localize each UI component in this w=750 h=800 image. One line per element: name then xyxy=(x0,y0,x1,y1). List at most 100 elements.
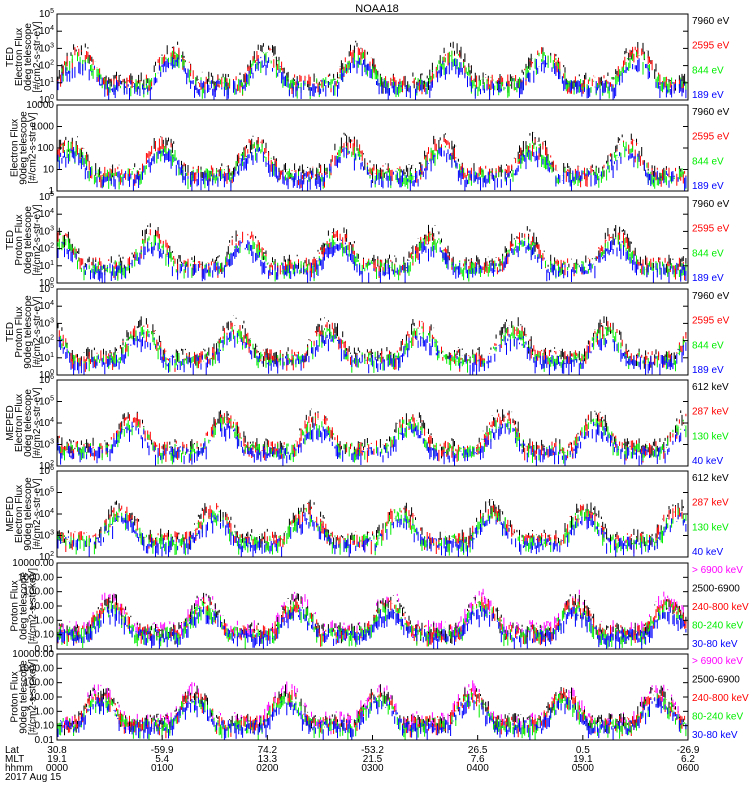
y-axis-label: 90deg telescope xyxy=(23,477,34,551)
y-tick-label: 1000.00 xyxy=(18,572,55,583)
series-4-4 xyxy=(58,330,687,375)
footer-hhmm-value: 0500 xyxy=(572,763,595,774)
legend-entry: 844 eV xyxy=(692,248,724,259)
y-tick-label: 0.01 xyxy=(35,644,55,655)
panel-4-data xyxy=(57,315,687,375)
legend-entry: 844 eV xyxy=(692,340,724,351)
y-tick-label: 0.01 xyxy=(35,735,55,746)
y-axis-label: Electron Flux xyxy=(14,394,25,452)
y-axis-label: [#/cm2-s-str-eV] xyxy=(32,478,43,549)
legend-entry: 30-80 keV xyxy=(692,730,738,741)
legend-entry: 189 eV xyxy=(692,365,724,376)
y-axis-label: [#/cm2-s-str-keV] xyxy=(28,659,39,735)
legend-entry: 612 keV xyxy=(692,473,729,484)
footer-lat-value: -26.9 xyxy=(677,745,700,756)
y-tick-label: 100.00 xyxy=(23,678,54,689)
legend-entry: > 6900 keV xyxy=(692,656,743,667)
y-axis-label: 90deg telescope xyxy=(19,111,30,185)
footer-lat-value: 74.2 xyxy=(258,745,278,756)
y-axis-label: Proton Flux xyxy=(10,580,21,631)
y-tick-label: 1.00 xyxy=(35,615,55,626)
legend-entry: 80-240 keV xyxy=(692,621,743,632)
legend-entry: 30-80 keV xyxy=(692,639,738,650)
panel-2-data xyxy=(57,131,687,191)
footer-lat-value: 30.8 xyxy=(47,745,67,756)
y-axis-label: [#/cm2-s-str-eV] xyxy=(32,296,43,367)
y-tick-label: 1000.00 xyxy=(18,663,55,674)
y-axis-label: [#/cm2-s-str-eV] xyxy=(32,387,43,458)
y-tick-label: 10000 xyxy=(26,100,54,111)
footer-row-label: MLT xyxy=(5,754,24,765)
footer-row-label: hhmm xyxy=(5,763,33,774)
y-tick-label: 105 xyxy=(39,283,54,295)
y-tick-label: 105 xyxy=(39,8,54,20)
panel-3-data xyxy=(57,223,687,283)
legend-entry: 240-800 keV xyxy=(692,693,749,704)
chart-title: NOAA18 xyxy=(355,3,398,15)
y-tick-label: 1000 xyxy=(32,122,55,133)
legend-entry: 2595 eV xyxy=(692,41,730,52)
y-axis-label: [#/cm2-s-str-keV] xyxy=(28,568,39,644)
y-axis-label: MEPED xyxy=(5,405,16,441)
y-axis-label: MEPED xyxy=(5,496,16,532)
y-axis-label: Proton Flux xyxy=(14,306,25,357)
legend-entry: 844 eV xyxy=(692,156,724,167)
series-3-3 xyxy=(57,233,687,282)
y-axis-label: TED xyxy=(5,230,16,250)
y-axis-label: Electron Flux xyxy=(14,28,25,86)
legend-entry: 612 keV xyxy=(692,382,729,393)
y-tick-label: 105 xyxy=(39,191,54,203)
panel-1-data xyxy=(57,40,687,100)
legend-entry: 844 eV xyxy=(692,65,724,76)
legend-entry: 130 keV xyxy=(692,522,729,533)
y-axis-label: Proton Flux xyxy=(14,214,25,265)
series-8-3 xyxy=(57,687,687,739)
panel-6-data xyxy=(57,499,687,557)
y-tick-label: 10000.00 xyxy=(12,649,54,660)
panel-8: 0.01 0.10 1.00 10.00 100.00 1000.00 10000.00 Pr… xyxy=(10,649,750,746)
series-5-4 xyxy=(57,421,686,466)
footer-lat-value: -59.9 xyxy=(151,745,174,756)
legend-entry: 287 keV xyxy=(692,498,729,509)
panel-7-data xyxy=(57,588,687,649)
legend-entry: 130 keV xyxy=(692,431,729,442)
legend-entry: 189 eV xyxy=(692,90,724,101)
y-axis-label: 90deg telescope xyxy=(23,295,34,369)
y-tick-label: 1.00 xyxy=(35,706,55,717)
legend-entry: 240-800 keV xyxy=(692,602,749,613)
legend-entry: 287 keV xyxy=(692,407,729,418)
legend-entry: 7960 eV xyxy=(692,16,730,27)
y-tick-label: 10000.00 xyxy=(12,558,54,569)
legend-entry: 2595 eV xyxy=(692,224,730,235)
footer-mlt-value: 13.3 xyxy=(258,754,278,765)
y-axis-label: 0deg telescope xyxy=(19,572,30,640)
footer-lat-value: 0.5 xyxy=(576,745,590,756)
legend-entry: 189 eV xyxy=(692,181,724,192)
footer-hhmm-value: 0000 xyxy=(46,763,69,774)
y-tick-label: 106 xyxy=(39,465,54,477)
legend-entry: 7960 eV xyxy=(692,107,730,118)
y-tick-label: 10.00 xyxy=(29,692,54,703)
y-tick-label: 100.00 xyxy=(23,587,54,598)
y-axis-label: Proton Flux xyxy=(10,671,21,722)
legend-entry: 7960 eV xyxy=(692,291,730,302)
y-tick-label: 100 xyxy=(37,143,54,154)
series-6-4 xyxy=(57,512,687,557)
y-tick-label: 0.10 xyxy=(35,721,55,732)
y-axis-label: Electron Flux xyxy=(14,485,25,543)
legend-entry: 189 eV xyxy=(692,273,724,284)
y-axis-label: 0deg telescope xyxy=(23,206,34,274)
y-tick-label: 10.00 xyxy=(29,601,54,612)
series-5-2 xyxy=(58,412,687,463)
panel-frame xyxy=(56,288,689,376)
legend-entry: 40 keV xyxy=(692,547,723,558)
legend-entry: 2500-6900 xyxy=(692,584,740,595)
footer-lat-value: -53.2 xyxy=(361,745,384,756)
y-axis-label: [#/cm2-s-str-eV] xyxy=(32,204,43,275)
